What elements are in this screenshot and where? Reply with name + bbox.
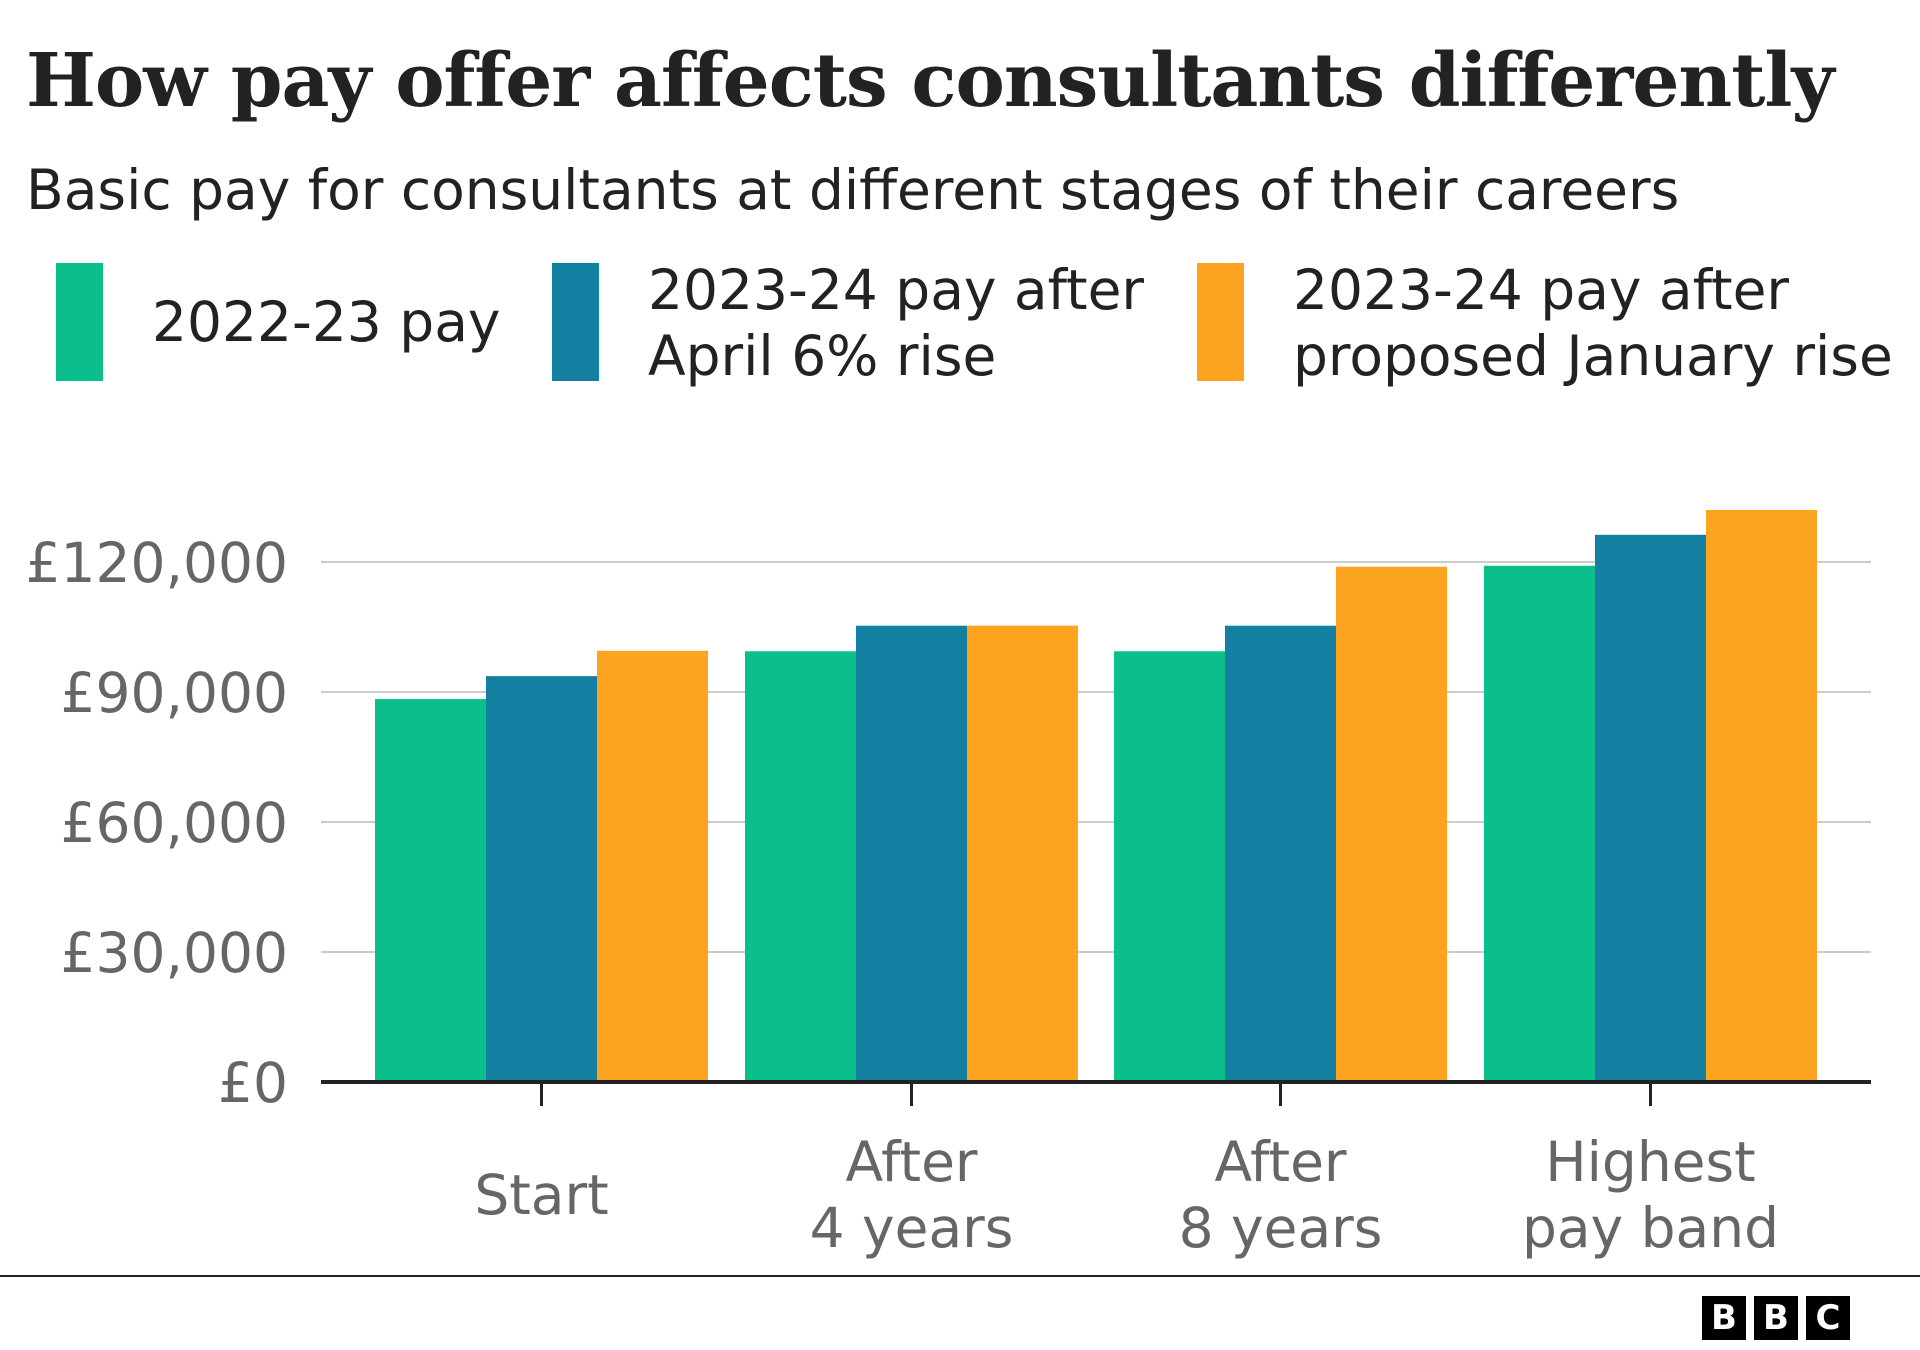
x-tick-label: After	[845, 1130, 977, 1194]
x-tick-label: Start	[474, 1163, 608, 1227]
bbc-logo: B B C	[1702, 1296, 1850, 1340]
legend-label-2022-23: 2022-23 pay	[152, 290, 501, 354]
bar	[375, 699, 486, 1082]
bar	[1225, 625, 1336, 1082]
y-tick-label: £30,000	[61, 921, 288, 985]
bar	[1336, 566, 1447, 1082]
bar	[486, 676, 597, 1082]
logo-letter: C	[1806, 1296, 1850, 1340]
legend-swatch-april-rise	[552, 263, 599, 381]
y-tick-label: £0	[218, 1051, 288, 1115]
logo-letter: B	[1754, 1296, 1798, 1340]
legend-line: proposed January rise	[1293, 324, 1893, 388]
y-tick-label: £60,000	[61, 791, 288, 855]
bar	[745, 651, 856, 1082]
footer-divider	[0, 1275, 1920, 1277]
x-tick-label: After	[1214, 1130, 1346, 1194]
legend-label-april-rise: 2023-24 pay after April 6% rise	[648, 257, 1144, 389]
logo-letter: B	[1702, 1296, 1746, 1340]
bar	[1484, 565, 1595, 1082]
bar	[1595, 534, 1706, 1082]
x-tick-label: pay band	[1522, 1196, 1779, 1260]
x-tick-label: 8 years	[1179, 1196, 1383, 1260]
chart-subtitle: Basic pay for consultants at different s…	[26, 158, 1680, 222]
y-tick-label: £90,000	[61, 661, 288, 725]
legend-line: April 6% rise	[648, 324, 997, 388]
legend-line: 2023-24 pay after	[1293, 258, 1790, 322]
chart-title: How pay offer affects consultants differ…	[26, 38, 1834, 124]
legend-label-january-rise: 2023-24 pay after proposed January rise	[1293, 257, 1893, 389]
bar	[597, 650, 708, 1082]
legend-line: 2023-24 pay after	[648, 258, 1145, 322]
legend-swatch-january-rise	[1197, 263, 1244, 381]
x-tick-label: Highest	[1545, 1130, 1755, 1194]
bar	[1114, 651, 1225, 1082]
legend-swatch-2022-23	[56, 263, 103, 381]
bar	[967, 625, 1078, 1082]
y-tick-label: £120,000	[26, 531, 288, 595]
x-tick-label: 4 years	[810, 1196, 1014, 1260]
bar	[856, 625, 967, 1082]
bar	[1706, 510, 1817, 1082]
